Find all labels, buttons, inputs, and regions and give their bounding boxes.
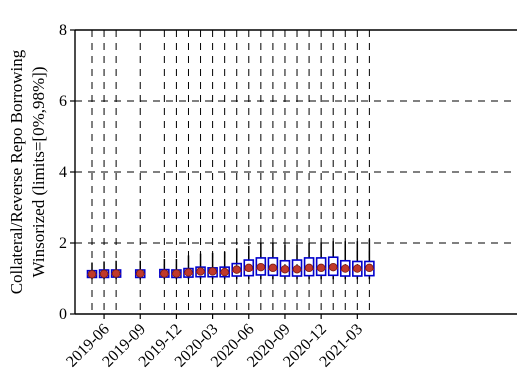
box-body [219, 266, 230, 278]
axis-layer: 024682019-062019-092019-122020-032020-06… [59, 22, 517, 371]
y-tick-label: 0 [59, 306, 67, 323]
mean-marker [208, 267, 217, 276]
box-body [267, 257, 279, 277]
y-tick-label: 4 [59, 164, 67, 181]
y-axis-label-line1: Collateral/Reverse Repo Borrowing [7, 49, 26, 294]
mean-marker [184, 268, 193, 277]
box-13 [243, 245, 255, 280]
mean-marker [329, 262, 338, 272]
mean-marker [196, 267, 205, 276]
box-body [291, 259, 303, 277]
mean-marker [316, 263, 326, 273]
box-body [339, 259, 351, 277]
mean-marker [268, 263, 278, 273]
y-axis-label-line2: Winsorized (limits=[0%,98%]) [29, 67, 48, 278]
y-tick-label: 8 [59, 22, 67, 39]
box-9 [195, 253, 206, 280]
box-22 [352, 241, 363, 280]
box-21 [339, 241, 351, 280]
box-0 [86, 262, 98, 280]
mean-marker [280, 265, 290, 274]
box-19 [315, 242, 327, 280]
mean-marker [160, 269, 169, 278]
y-tick-label: 2 [59, 235, 67, 252]
mean-marker [256, 262, 266, 272]
box-11 [219, 251, 230, 280]
mean-marker [365, 263, 374, 273]
box-body [315, 257, 327, 277]
mean-marker [244, 263, 253, 273]
mean-marker [220, 267, 229, 277]
box-15 [267, 243, 279, 280]
plot-layer [86, 239, 375, 280]
box-body [279, 259, 291, 277]
mean-marker [136, 269, 145, 278]
box-body [352, 260, 363, 277]
mean-marker [99, 269, 109, 279]
mean-marker [292, 265, 302, 274]
mean-marker [232, 265, 241, 274]
box-8 [183, 255, 194, 280]
box-4 [134, 260, 146, 280]
mean-marker [172, 269, 181, 278]
box-body [255, 257, 267, 276]
mean-marker [111, 269, 121, 278]
box-body [327, 256, 339, 277]
mean-marker [87, 270, 97, 279]
box-body [303, 257, 315, 277]
box-7 [171, 258, 182, 280]
box-body [231, 262, 243, 277]
box-14 [255, 243, 267, 280]
box-23 [364, 239, 375, 280]
box-16 [279, 244, 291, 280]
box-12 [231, 248, 243, 280]
y-tick-label: 6 [59, 93, 67, 110]
box-18 [303, 243, 315, 280]
mean-marker [353, 264, 362, 273]
box-20 [327, 241, 339, 280]
mean-marker [341, 264, 350, 273]
mean-marker [304, 263, 314, 273]
box-1 [98, 261, 110, 280]
box-10 [207, 252, 218, 280]
box-2 [110, 260, 122, 280]
box-17 [291, 244, 303, 280]
box-body [243, 259, 255, 277]
box-6 [159, 258, 170, 280]
